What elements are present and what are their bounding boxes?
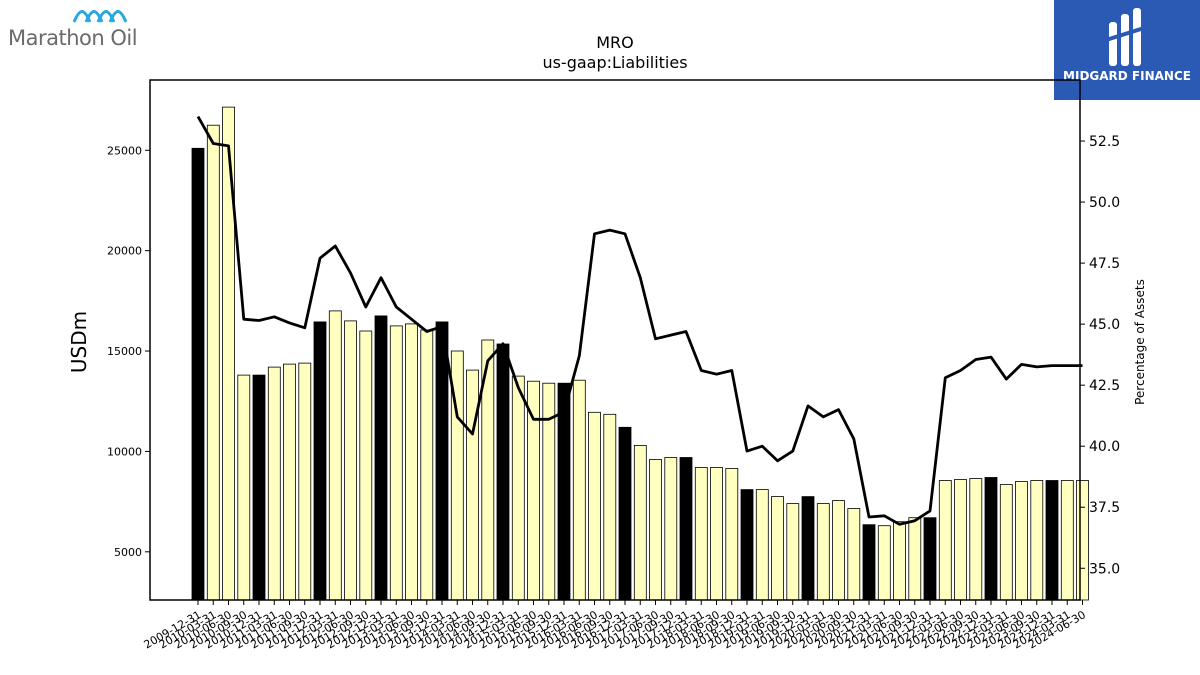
bar-2022-03-31 (938, 480, 952, 601)
bar-series (191, 106, 1089, 601)
marathon-oil-wave-icon (72, 10, 128, 23)
bar-2021-06-30 (893, 521, 906, 601)
left-axis: 5000 10000 15000 20000 25000 (107, 144, 150, 559)
bar-2023-03-31 (999, 484, 1013, 601)
y2-tick-label: 42.5 (1089, 378, 1120, 394)
bar-2012-03-31 (328, 310, 342, 601)
midgard-finance-logo-text: MIDGARD FINANCE (1063, 69, 1191, 83)
bar-2021-03-31 (877, 525, 891, 601)
bar-2018-03-31 (694, 467, 708, 601)
bar-2016-06-30 (588, 411, 601, 601)
bar-2016-12-31 (618, 426, 632, 601)
marathon-oil-logo: Marathon Oil (8, 6, 153, 51)
bar-2019-03-31 (755, 489, 769, 601)
bar-2014-12-31 (496, 343, 510, 601)
bar-2017-12-31 (679, 457, 693, 601)
bar-2012-12-31 (374, 315, 388, 601)
y-tick-label: 20000 (107, 245, 142, 258)
bar-2020-06-30 (832, 500, 845, 601)
bar-2013-12-31 (435, 321, 449, 601)
y-tick-label: 5000 (114, 546, 142, 559)
bar-2023-06-30 (1015, 481, 1028, 601)
bar-2015-12-31 (557, 382, 571, 601)
bar-2010-09-30 (237, 374, 251, 601)
bar-2013-09-30 (420, 329, 434, 601)
y2-tick-label: 52.5 (1089, 134, 1120, 150)
y-tick-label: 10000 (107, 445, 142, 458)
y2-tick-label: 50.0 (1089, 195, 1120, 211)
midgard-finance-emblem-icon (1105, 8, 1145, 66)
bar-2021-09-30 (908, 517, 922, 601)
percentage-of-assets-line (196, 115, 1083, 526)
bar-2013-06-30 (405, 323, 418, 601)
marathon-oil-logo-text: Marathon Oil (8, 26, 138, 50)
y2-tick-label: 37.5 (1089, 500, 1120, 516)
bar-2023-12-31 (1045, 480, 1059, 601)
y2-tick-label: 35.0 (1089, 561, 1120, 577)
bar-2010-03-31 (206, 124, 220, 601)
x-axis: 2009-12-312010-03-312010-06-302010-09-30… (142, 600, 1088, 651)
bar-2015-03-31 (511, 375, 525, 601)
y-tick-label: 25000 (107, 144, 142, 157)
bar-2009-12-31 (191, 147, 205, 601)
y2-axis-label: Percentage of Assets (1133, 279, 1147, 405)
midgard-finance-logo: MIDGARD FINANCE (1054, 0, 1200, 100)
bar-2022-12-31 (984, 477, 998, 601)
bar-2019-09-30 (786, 503, 800, 601)
right-axis: 35.0 37.5 40.0 42.5 45.0 47.5 50.0 52.5 (1080, 134, 1120, 577)
bar-2020-09-30 (847, 508, 861, 601)
bar-2015-06-30 (527, 380, 540, 601)
bar-2019-12-31 (801, 496, 815, 601)
bar-2014-06-30 (466, 369, 479, 601)
bar-2020-03-31 (816, 503, 830, 601)
bar-2018-06-30 (710, 467, 723, 601)
bar-2012-06-30 (344, 320, 357, 601)
bar-2022-09-30 (969, 478, 983, 601)
bar-2012-09-30 (359, 330, 373, 601)
bar-2011-12-31 (313, 321, 327, 601)
bar-2011-06-30 (283, 363, 296, 601)
bar-2022-06-30 (954, 479, 967, 601)
y-axis-label: USDm (67, 311, 91, 373)
y-tick-label: 15000 (107, 345, 142, 358)
bar-2018-12-31 (740, 489, 754, 601)
bar-2023-09-30 (1030, 480, 1044, 601)
bar-2011-09-30 (298, 362, 312, 601)
bar-2017-03-31 (633, 444, 647, 601)
y2-tick-label: 47.5 (1089, 256, 1120, 272)
chart-subtitle: us-gaap:Liabilities (542, 53, 687, 72)
bar-2015-09-30 (542, 382, 556, 601)
bar-2010-12-31 (252, 374, 266, 601)
bar-2019-06-30 (771, 496, 784, 601)
bar-2020-12-31 (862, 524, 876, 601)
bar-2016-09-30 (603, 413, 617, 601)
bar-2024-03-31 (1060, 480, 1074, 601)
bar-2011-03-31 (267, 366, 281, 601)
y2-tick-label: 40.0 (1089, 439, 1120, 455)
bar-2018-09-30 (725, 468, 739, 601)
chart-title: MRO (596, 33, 634, 52)
bar-2017-09-30 (664, 457, 678, 601)
y2-tick-label: 45.0 (1089, 317, 1120, 333)
plot-frame (149, 79, 1081, 601)
bar-2016-03-31 (572, 379, 586, 601)
bar-2013-03-31 (389, 325, 403, 601)
bar-2021-12-31 (923, 517, 937, 601)
bar-2024-06-30 (1076, 480, 1089, 601)
bar-2017-06-30 (649, 459, 662, 601)
line-series (196, 115, 1083, 526)
